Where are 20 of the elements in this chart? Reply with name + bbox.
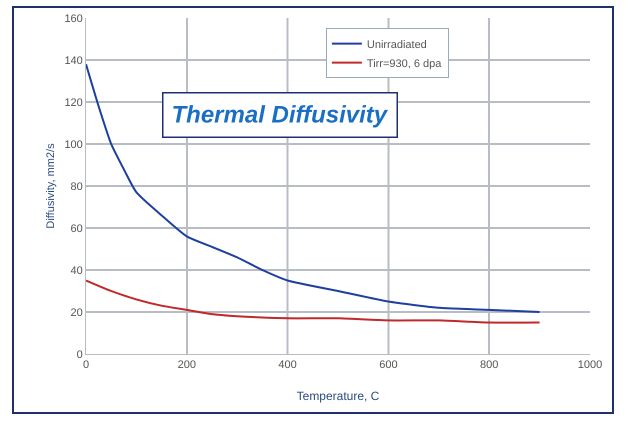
y-tick-label: 120 (64, 96, 83, 109)
line-series (86, 280, 541, 324)
y-tick-label: 160 (64, 12, 83, 25)
x-tick-label: 600 (379, 359, 398, 372)
x-tick-label: 400 (278, 359, 297, 372)
x-tick-label: 200 (178, 359, 196, 372)
y-tick-label: 0 (76, 348, 83, 361)
y-tick-label: 60 (70, 222, 83, 235)
legend-label: Tirr=930, 6 dpa (366, 58, 442, 70)
x-tick-label: 1000 (578, 359, 602, 372)
y-axis-title: Diffusivity, mm2/s (45, 142, 57, 229)
x-tick-label: 800 (480, 359, 498, 372)
y-tick-label: 40 (70, 264, 83, 277)
text: Thermal Diffusivity (172, 102, 389, 128)
x-axis-title: Temperature, C (296, 389, 380, 403)
y-tick-label: 20 (70, 306, 83, 319)
y-tick-label: 80 (70, 180, 83, 193)
legend-label: Unirradiated (366, 38, 427, 51)
y-tick-label: 140 (64, 54, 83, 67)
y-tick-label: 100 (64, 138, 83, 151)
